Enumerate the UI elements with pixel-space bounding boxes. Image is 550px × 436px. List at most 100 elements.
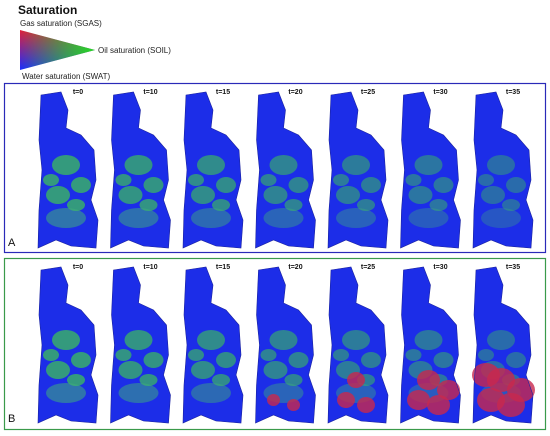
reservoir-model [400,266,461,424]
time-label: t=20 [288,89,302,96]
gas-patch [287,399,300,411]
reservoir-model [182,266,244,424]
reservoir-model [110,266,171,424]
oil-patch [487,330,515,350]
oil-patch [506,177,526,193]
oil-patch [333,174,349,186]
oil-patch [188,174,204,186]
oil-patch [71,177,91,193]
oil-patch [143,352,164,368]
oil-patch [52,155,80,175]
oil-patch [361,177,381,193]
oil-patch [197,330,225,350]
oil-patch [43,349,59,361]
reservoir-model [110,91,171,249]
oil-patch [414,330,443,350]
oil-patch [361,352,381,368]
oil-patch [269,155,298,175]
oil-patch [414,155,443,175]
panel-frame-b [3,257,547,431]
oil-patch [408,208,449,228]
oil-patch [191,361,215,379]
oil-patch [405,174,422,186]
time-label: t=25 [361,264,375,271]
oil-patch [191,383,231,403]
oil-patch [478,174,494,186]
reservoir-model [472,266,535,424]
oil-patch [139,374,158,386]
reservoir-model [255,91,316,249]
gas-patch [347,372,365,388]
time-label: t=20 [288,264,302,271]
oil-patch [212,374,230,386]
oil-patch [263,361,288,379]
time-label: t=15 [216,264,230,271]
oil-patch [260,174,277,186]
reservoir-model [37,91,99,249]
panel: Bt=0 t=10 t=15 t=20 t=25 t=30 t=35 [8,264,535,425]
time-label: t=15 [216,89,230,96]
oil-patch [342,330,370,350]
gas-patch [407,390,430,410]
oil-patch [269,330,298,350]
oil-patch [118,186,143,204]
gas-patch [267,394,280,406]
oil-patch [288,352,309,368]
reservoir-model [327,266,389,424]
oil-patch [212,199,230,211]
time-label: t=0 [73,89,83,96]
oil-patch [433,177,454,193]
oil-patch [408,186,433,204]
time-label: t=30 [433,264,447,271]
oil-patch [284,374,303,386]
oil-patch [143,177,164,193]
ternary-legend: Gas saturation (SGAS) Oil saturation (SO… [20,19,171,81]
oil-patch [429,199,448,211]
reservoir-model [400,91,461,249]
oil-patch [197,155,225,175]
time-label: t=10 [143,264,157,271]
oil-patch [124,155,153,175]
gas-patch [472,363,500,387]
time-label: t=10 [143,89,157,96]
oil-patch [216,352,236,368]
oil-patch [478,349,494,361]
oil-patch [502,199,520,211]
reservoir-model [37,266,99,424]
oil-patch [46,186,70,204]
oil-patch [67,199,85,211]
legend-water: Water saturation (SWAT) [22,72,111,81]
panel-label: B [8,413,15,425]
oil-patch [46,383,86,403]
oil-patch [263,208,304,228]
oil-patch [260,349,277,361]
oil-patch [405,349,422,361]
oil-patch [118,383,159,403]
gas-patch [357,397,375,413]
reservoir-model [255,266,316,424]
oil-patch [263,186,288,204]
oil-patch [139,199,158,211]
oil-patch [433,352,454,368]
oil-patch [216,177,236,193]
time-label: t=35 [506,89,520,96]
oil-patch [67,374,85,386]
reservoir-model [327,91,389,249]
gas-patch [437,380,460,400]
oil-patch [124,330,153,350]
oil-patch [342,155,370,175]
reservoir-model [182,91,244,249]
oil-patch [487,155,515,175]
oil-patch [191,186,215,204]
time-label: t=30 [433,89,447,96]
legend-triangle-overlay [20,30,95,70]
panel: At=0 t=10 t=15 t=20 t=25 t=30 t=35 [8,89,534,249]
oil-patch [71,352,91,368]
gas-patch [417,370,440,390]
oil-patch [191,208,231,228]
oil-patch [284,199,303,211]
legend-gas: Gas saturation (SGAS) [20,19,102,28]
oil-patch [506,352,526,368]
